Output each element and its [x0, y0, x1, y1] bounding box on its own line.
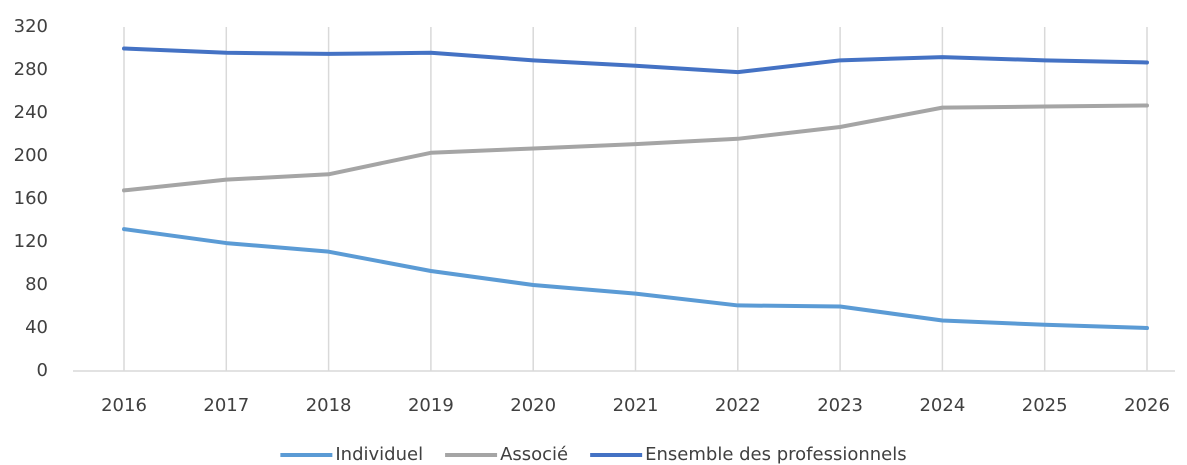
series-line — [122, 46, 1149, 75]
series-line — [122, 227, 1149, 330]
x-tick-label: 2016 — [101, 395, 147, 416]
x-tick-label: 2026 — [1124, 395, 1170, 416]
y-tick-label: 200 — [14, 145, 48, 166]
y-tick-label: 160 — [14, 188, 48, 209]
y-tick-label: 80 — [25, 274, 48, 295]
series-line — [122, 103, 1149, 193]
x-tick-label: 2018 — [306, 395, 352, 416]
y-tick-label: 120 — [14, 231, 48, 252]
y-tick-label: 280 — [14, 59, 48, 80]
y-tick-label: 240 — [14, 102, 48, 123]
x-tick-label: 2017 — [203, 395, 249, 416]
legend-label: Associé — [500, 444, 568, 465]
x-tick-label: 2023 — [817, 395, 863, 416]
y-tick-label: 0 — [37, 360, 48, 381]
x-tick-label: 2019 — [408, 395, 454, 416]
y-tick-label: 320 — [14, 16, 48, 37]
legend-label: Ensemble des professionnels — [645, 444, 906, 465]
x-tick-label: 2021 — [613, 395, 659, 416]
x-tick-label: 2025 — [1022, 395, 1068, 416]
x-tick-label: 2022 — [715, 395, 761, 416]
y-tick-label: 40 — [25, 317, 48, 338]
x-tick-label: 2020 — [510, 395, 556, 416]
legend-label: Individuel — [335, 444, 423, 465]
x-tick-label: 2024 — [919, 395, 965, 416]
